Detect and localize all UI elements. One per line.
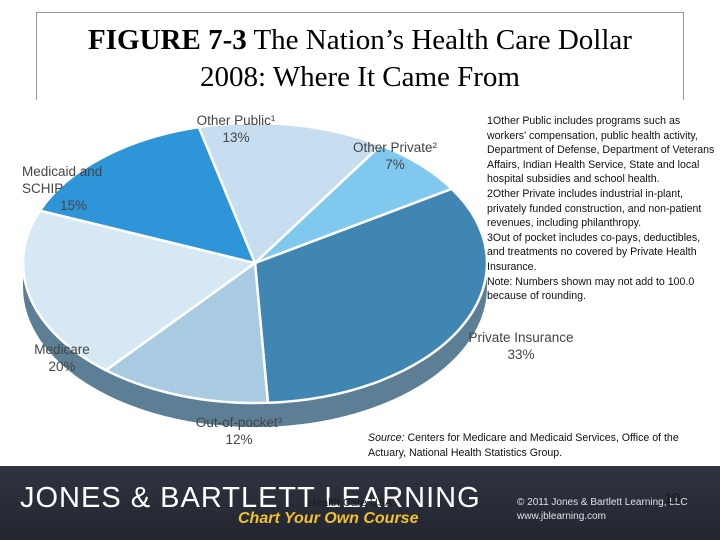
footnote-3: 3Out of pocket includes co-pays, deducti… [487, 231, 701, 273]
label-medicaid: Medicaid and SCHIP 15% [22, 163, 122, 214]
source-note: Source: Centers for Medicare and Medicai… [368, 431, 713, 461]
pie-side [23, 263, 487, 427]
page-number: 10 [664, 490, 681, 507]
label-other-public: Other Public¹ 13% [196, 112, 276, 146]
footnote-1: 1Other Public includes programs such as … [487, 115, 715, 186]
label-other-public-pct: 13% [222, 130, 250, 145]
label-medicare: Medicare 20% [22, 341, 102, 375]
label-private-insurance-pct: 33% [507, 347, 535, 362]
course-name: Health Care USA [308, 497, 393, 509]
publisher-logo-text: JONES & BARTLETT LEARNING [20, 482, 481, 514]
label-private-insurance: Private Insurance 33% [456, 329, 586, 363]
pie-slice-out-of-pocket [103, 260, 270, 405]
footnotes: 1Other Public includes programs such as … [487, 114, 715, 304]
figure-number: FIGURE 7-3 [88, 24, 247, 56]
footer-banner [0, 466, 720, 540]
copyright-line2: www.jblearning.com [517, 511, 606, 522]
label-medicaid-line2: SCHIP [22, 181, 64, 196]
label-out-of-pocket-name: Out-of-pocket³ [195, 415, 283, 430]
pie-slice-medicare [21, 209, 258, 372]
title-line2: 2008: Where It Came From [199, 61, 520, 93]
title-frame [36, 12, 684, 100]
label-other-private: Other Private² 7% [340, 139, 450, 173]
label-other-public-name: Other Public¹ [196, 113, 276, 128]
label-medicare-name: Medicare [34, 342, 90, 357]
label-other-private-pct: 7% [385, 157, 405, 172]
copyright-line1: © 2011 Jones & Bartlett Learning, LLC [517, 497, 688, 508]
source-label: Source: [368, 432, 405, 444]
label-out-of-pocket-pct: 12% [225, 432, 253, 447]
footnote-2: 2Other Private includes industrial in-pl… [487, 187, 702, 230]
label-medicare-pct: 20% [48, 359, 76, 374]
label-medicaid-line1: Medicaid and [22, 164, 103, 179]
page-title: FIGURE 7-3 The Nation’s Health Care Doll… [36, 22, 684, 96]
label-private-insurance-name: Private Insurance [468, 330, 574, 345]
pie-slice-medicaid [37, 125, 258, 265]
pie-slice-other-public [197, 121, 383, 266]
label-medicaid-pct: 15% [60, 198, 88, 213]
publisher-slogan: Chart Your Own Course [238, 510, 419, 527]
label-out-of-pocket: Out-of-pocket³ 12% [184, 414, 294, 448]
copyright: © 2011 Jones & Bartlett Learning, LLC ww… [517, 496, 688, 524]
pie-slice-other-private [254, 143, 455, 265]
footnote-note: Note: Numbers shown may not add to 100.0… [487, 275, 695, 303]
label-other-private-name: Other Private² [352, 140, 438, 155]
title-line1: The Nation’s Health Care Dollar [246, 24, 632, 56]
source-text: Centers for Medicare and Medicaid Servic… [368, 432, 679, 459]
